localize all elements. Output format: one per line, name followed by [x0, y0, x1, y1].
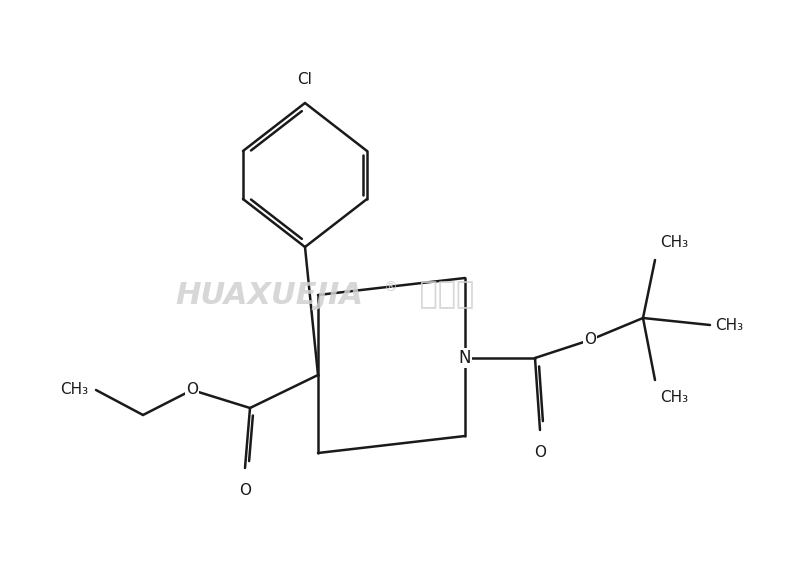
- Text: 化学加: 化学加: [400, 281, 474, 309]
- Text: O: O: [186, 382, 198, 397]
- Text: O: O: [584, 332, 596, 347]
- Text: O: O: [239, 483, 251, 498]
- Text: O: O: [534, 445, 546, 460]
- Text: CH₃: CH₃: [715, 317, 743, 332]
- Text: N: N: [459, 349, 471, 367]
- Text: HUAXUEJIA: HUAXUEJIA: [175, 281, 363, 309]
- Text: CH₃: CH₃: [60, 382, 88, 397]
- Text: ®: ®: [383, 281, 397, 295]
- Text: CH₃: CH₃: [660, 390, 688, 405]
- Text: CH₃: CH₃: [660, 235, 688, 250]
- Text: Cl: Cl: [298, 72, 312, 87]
